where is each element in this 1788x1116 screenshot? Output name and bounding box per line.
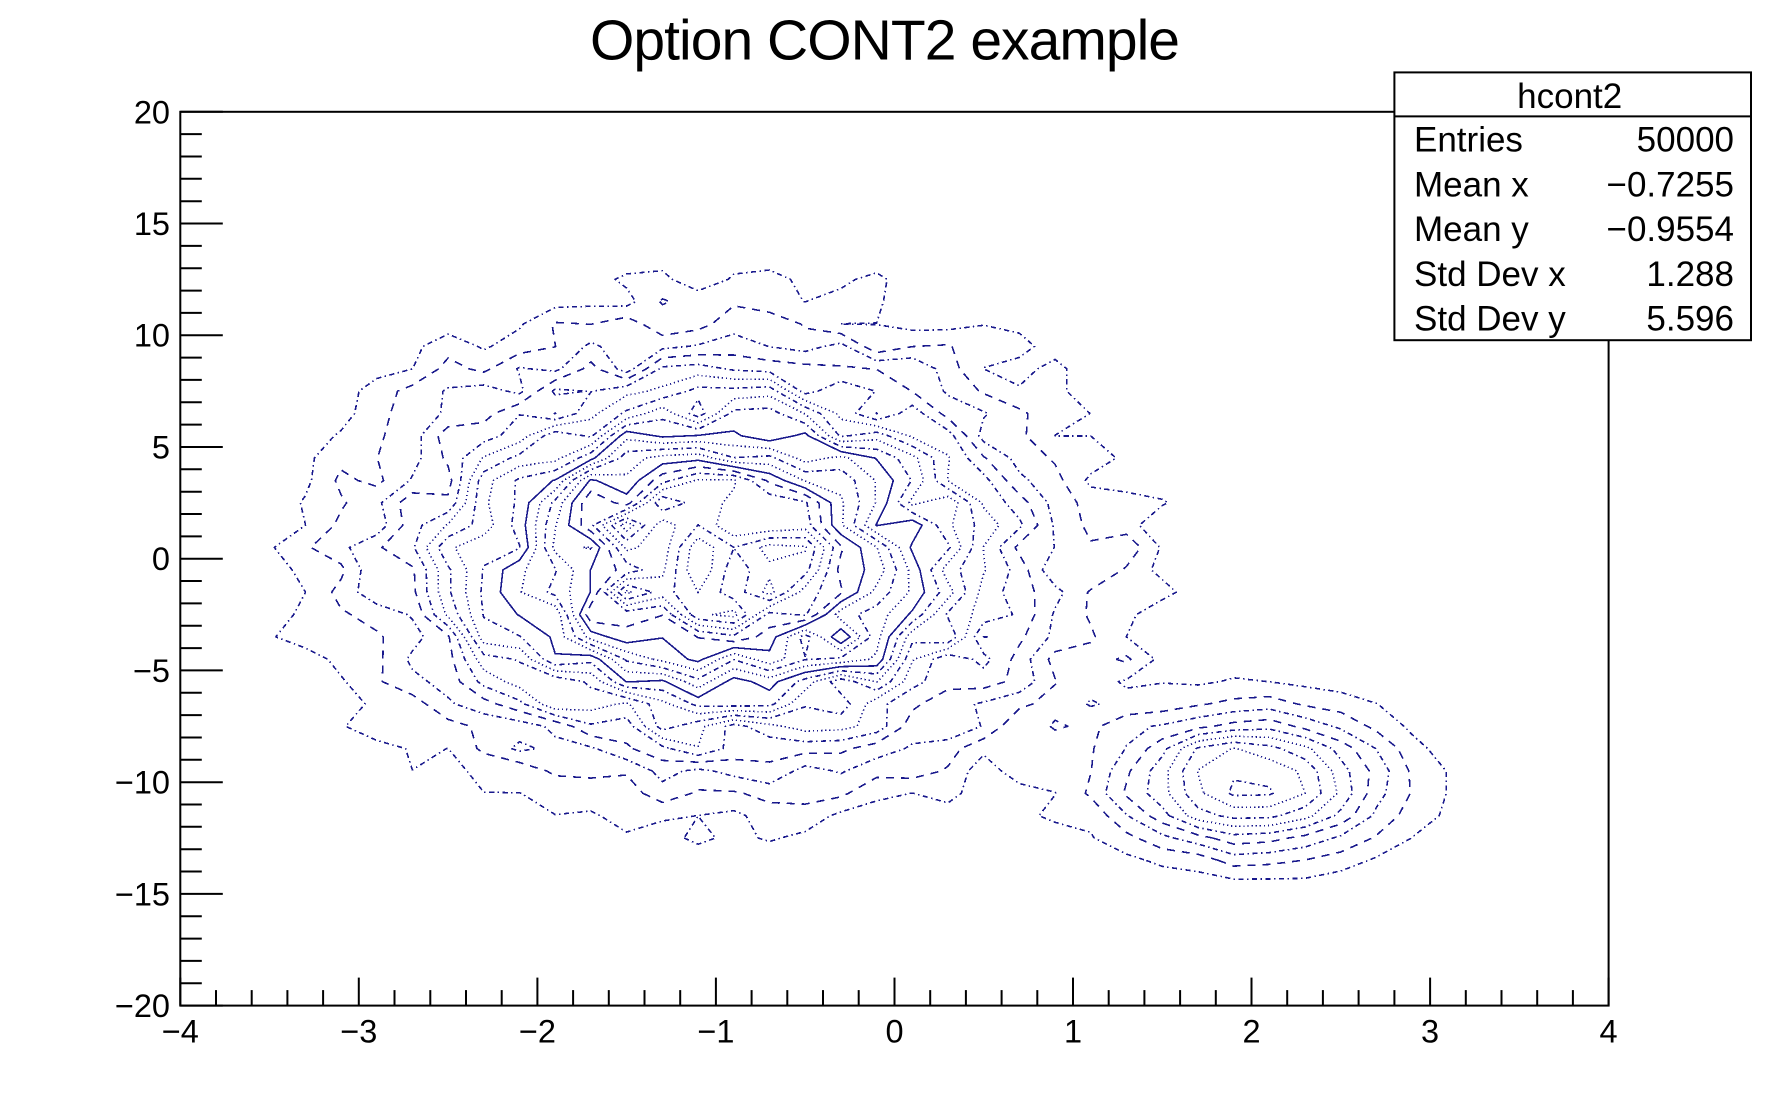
- svg-text:−15: −15: [115, 876, 170, 912]
- svg-text:50000: 50000: [1637, 121, 1734, 160]
- svg-text:−3: −3: [340, 1014, 377, 1050]
- svg-text:−20: −20: [115, 988, 170, 1024]
- svg-text:10: 10: [134, 318, 170, 354]
- svg-text:Mean x: Mean x: [1414, 165, 1529, 204]
- svg-text:15: 15: [134, 206, 170, 242]
- svg-text:−10: −10: [115, 765, 170, 801]
- svg-text:Entries: Entries: [1414, 121, 1523, 160]
- svg-text:0: 0: [885, 1014, 903, 1050]
- svg-text:−4: −4: [162, 1014, 199, 1050]
- svg-text:5: 5: [152, 430, 170, 466]
- svg-text:−0.9554: −0.9554: [1607, 210, 1735, 249]
- svg-text:−0.7255: −0.7255: [1607, 165, 1735, 204]
- svg-text:−2: −2: [519, 1014, 556, 1050]
- svg-text:3: 3: [1421, 1014, 1439, 1050]
- svg-text:4: 4: [1600, 1014, 1618, 1050]
- svg-text:0: 0: [152, 541, 170, 577]
- svg-text:−5: −5: [133, 653, 170, 689]
- svg-text:20: 20: [134, 94, 170, 130]
- svg-text:Std Dev x: Std Dev x: [1414, 255, 1566, 294]
- svg-text:2: 2: [1242, 1014, 1260, 1050]
- svg-text:5.596: 5.596: [1646, 300, 1734, 339]
- svg-text:1.288: 1.288: [1646, 255, 1734, 294]
- svg-text:Mean y: Mean y: [1414, 210, 1529, 249]
- svg-text:Option CONT2 example: Option CONT2 example: [590, 9, 1180, 73]
- svg-text:1: 1: [1064, 1014, 1082, 1050]
- svg-text:hcont2: hcont2: [1517, 77, 1622, 116]
- svg-text:Std Dev y: Std Dev y: [1414, 300, 1566, 339]
- svg-text:−1: −1: [697, 1014, 734, 1050]
